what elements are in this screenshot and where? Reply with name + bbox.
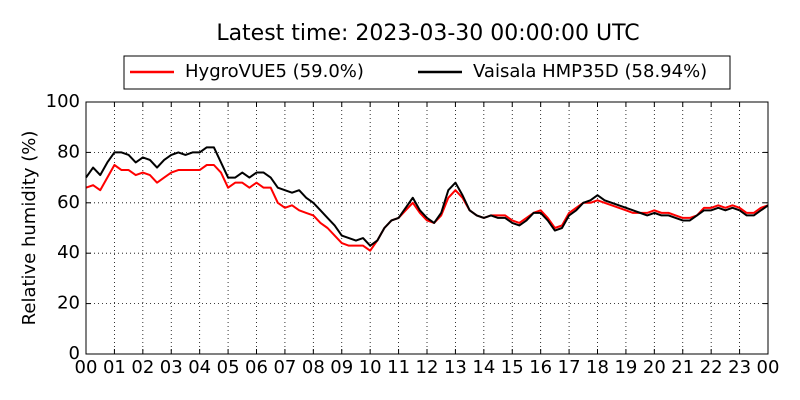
y-tick-label: 80 bbox=[57, 141, 80, 162]
x-tick-label: 08 bbox=[302, 357, 325, 378]
x-tick-label: 16 bbox=[529, 357, 552, 378]
x-tick-label: 17 bbox=[558, 357, 581, 378]
chart-title: Latest time: 2023-03-30 00:00:00 UTC bbox=[216, 21, 639, 46]
data-line bbox=[85, 146, 769, 247]
x-tick-label: 00 bbox=[757, 357, 780, 378]
x-tick-label: 03 bbox=[160, 357, 183, 378]
data-line bbox=[85, 164, 769, 252]
y-tick-label: 60 bbox=[57, 192, 80, 213]
y-tick-label: 0 bbox=[69, 343, 80, 364]
x-tick-label: 01 bbox=[103, 357, 126, 378]
legend-label: Vaisala HMP35D (58.94%) bbox=[473, 61, 707, 82]
x-tick-label: 18 bbox=[586, 357, 609, 378]
y-tick-label: 20 bbox=[57, 293, 80, 314]
x-tick-label: 10 bbox=[359, 357, 382, 378]
y-tick-label: 40 bbox=[57, 242, 80, 263]
y-axis-label: Relative humidity (%) bbox=[19, 131, 40, 326]
legend-label: HygroVUE5 (59.0%) bbox=[185, 61, 364, 82]
x-tick-label: 06 bbox=[245, 357, 268, 378]
x-tick-label: 20 bbox=[643, 357, 666, 378]
x-tick-label: 21 bbox=[671, 357, 694, 378]
x-tick-label: 15 bbox=[501, 357, 524, 378]
y-tick-label: 100 bbox=[46, 91, 80, 112]
x-tick-label: 11 bbox=[387, 357, 410, 378]
x-tick-label: 00 bbox=[75, 357, 98, 378]
x-tick-label: 23 bbox=[728, 357, 751, 378]
x-tick-label: 14 bbox=[472, 357, 495, 378]
plot-frame bbox=[85, 101, 769, 355]
x-tick-label: 05 bbox=[217, 357, 240, 378]
x-tick-label: 07 bbox=[273, 357, 296, 378]
x-tick-label: 12 bbox=[416, 357, 439, 378]
x-tick-label: 02 bbox=[131, 357, 154, 378]
x-tick-label: 13 bbox=[444, 357, 467, 378]
x-tick-label: 19 bbox=[614, 357, 637, 378]
x-tick-label: 04 bbox=[188, 357, 211, 378]
x-tick-label: 22 bbox=[700, 357, 723, 378]
x-tick-label: 09 bbox=[330, 357, 353, 378]
